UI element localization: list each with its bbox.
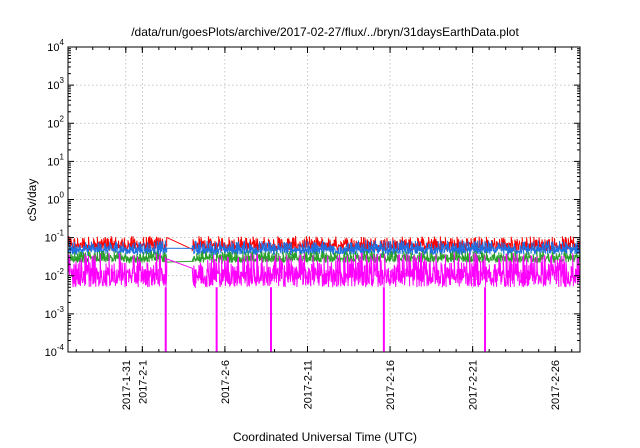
y-tick-label: 100 [47,191,64,207]
x-tick-label: 2017-2-11 [302,360,314,409]
series-line [166,252,580,289]
series-3 [67,252,580,352]
y-tick-label: 10-3 [45,305,65,321]
series-line [67,250,168,264]
chart-title: /data/run/goesPlots/archive/2017-02-27/f… [131,25,519,39]
series-1 [67,240,580,257]
y-tick-label: 104 [47,38,64,54]
series-line [166,240,580,257]
grid [68,46,580,353]
y-tick-label: 10-2 [45,267,65,283]
x-tick-label: 2017-2-1 [137,360,149,404]
y-tick-label: 101 [47,152,64,168]
x-tick-label: 2017-2-16 [385,360,397,410]
y-tick-label: 10-4 [45,343,65,359]
x-axis-ticks: 2017-1-31 2017-2-1 2017-2-6 2017-2-11 2017-2… [75,47,573,410]
series-line [67,252,168,288]
x-tick-label: 2017-2-21 [468,360,480,410]
y-tick-label: 10-1 [45,229,65,245]
series-layer [67,236,580,352]
x-tick-label: 2017-2-6 [220,360,232,404]
y-axis-ticks: 10-4 10-3 10-2 10-1 100 101 102 103 104 [45,38,580,359]
x-tick-label: 2017-1-31 [121,360,133,410]
y-axis-label: cSv/day [25,179,39,222]
y-tick-label: 103 [47,76,64,92]
series-line [67,240,168,257]
y-tick-label: 102 [47,114,64,130]
x-axis-label: Coordinated Universal Time (UTC) [233,430,417,444]
x-tick-label: 2017-2-26 [550,360,562,410]
